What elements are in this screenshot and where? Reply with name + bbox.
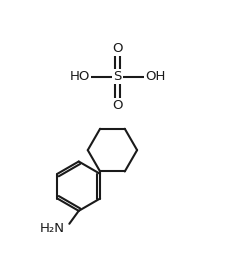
Text: HO: HO (70, 70, 90, 83)
Text: OH: OH (145, 70, 166, 83)
Text: O: O (112, 42, 123, 55)
Text: S: S (113, 70, 122, 83)
Text: H₂N: H₂N (40, 222, 65, 235)
Text: O: O (112, 99, 123, 112)
